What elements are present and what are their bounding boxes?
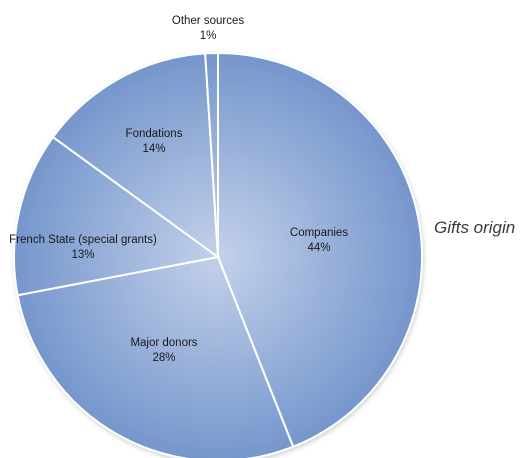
slice-label: Other sources 1% [172,15,244,42]
pie-slice-fondations [51,52,220,260]
slice-label: French State (special grants) 13% [9,234,157,261]
pie-slice-companies [217,51,423,448]
slice-label: Fondations 14% [126,128,183,155]
slice-label-name: Fondations [126,128,183,140]
slice-label: Major donors 28% [130,337,197,364]
slice-label-percent: 44% [307,242,330,254]
slice-label-name: Companies [290,227,348,239]
pie-slice-other-sources [204,51,219,258]
slice-label-name: Major donors [130,337,197,349]
slice-label-percent: 13% [71,249,94,261]
slice-label-percent: 1% [200,30,217,42]
pie-slice-major-donors [16,255,295,458]
chart-title: Gifts origin [434,218,516,237]
slice-label-name: French State (special grants) [9,234,157,246]
slice-label: Companies 44% [290,227,348,254]
pie-slice-french-state-special-grants [13,135,221,297]
slice-label-percent: 14% [142,143,165,155]
slice-label-name: Other sources [172,15,244,27]
slice-label-percent: 28% [152,352,175,364]
